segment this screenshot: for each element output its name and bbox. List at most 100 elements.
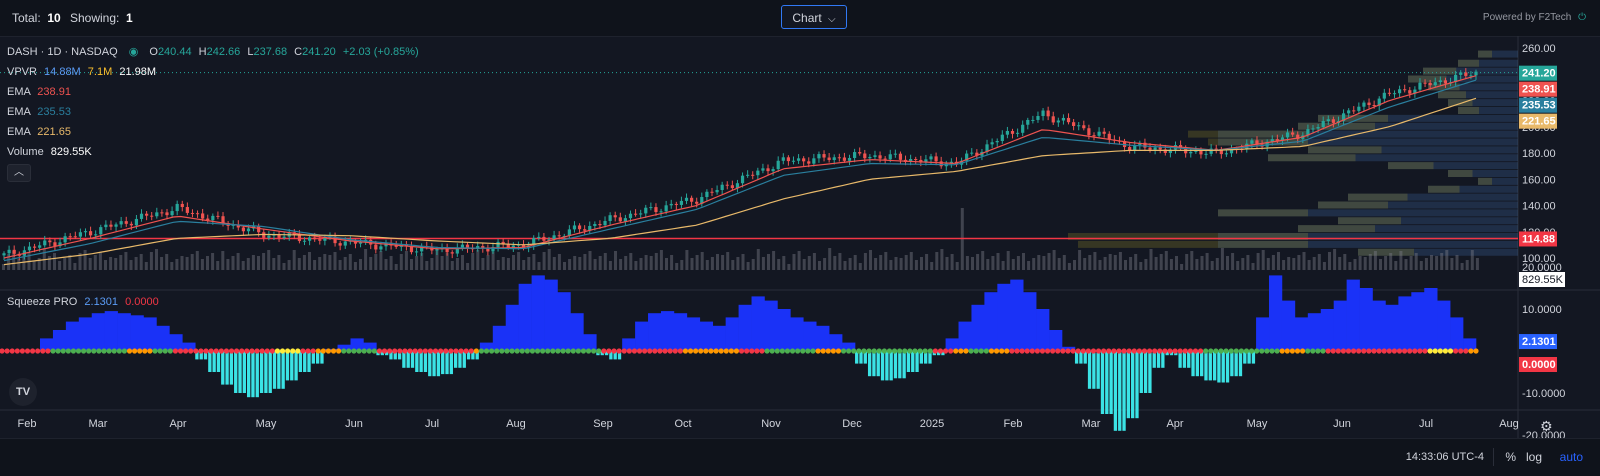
volume-bar	[1414, 253, 1418, 270]
volume-bar	[700, 252, 704, 270]
time-axis-tick: Sep	[593, 418, 613, 430]
vpvr-bar	[1438, 91, 1466, 99]
candle-body	[1285, 132, 1290, 138]
candle-body	[557, 235, 561, 237]
symbol-title[interactable]: DASH · 1D · NASDAQ	[7, 46, 118, 58]
volume-bar	[58, 261, 62, 270]
candle-body	[1133, 145, 1137, 151]
squeeze-dot	[356, 348, 362, 354]
volume-bar	[1205, 253, 1209, 270]
candle-body	[654, 207, 658, 213]
squeeze-dot	[958, 348, 964, 354]
squeeze-dot	[886, 348, 893, 354]
percent-toggle[interactable]: %	[1505, 450, 1516, 464]
volume-bar	[1067, 263, 1071, 270]
volume-bar	[1236, 261, 1240, 270]
squeeze-dot	[81, 348, 87, 354]
open-value: 240.44	[157, 46, 192, 58]
time-axis-tick: Nov	[761, 418, 781, 430]
squeeze-dot	[1315, 348, 1321, 354]
log-toggle[interactable]: log	[1525, 450, 1542, 464]
squeeze-value-label: 2.1301	[1522, 336, 1556, 348]
squeeze-dot	[1116, 348, 1122, 354]
candle-body	[990, 142, 994, 145]
candle-body	[328, 236, 332, 238]
squeeze-axis-tick: -10.0000	[1522, 388, 1565, 400]
squeeze-bar	[1182, 351, 1187, 368]
squeeze-dot	[274, 348, 281, 354]
squeeze-value-1: 2.1301	[84, 296, 119, 308]
candle-body	[1326, 119, 1330, 122]
squeeze-dot	[412, 348, 418, 354]
volume-bar	[838, 253, 842, 270]
squeeze-dot	[652, 348, 658, 354]
candle-body	[796, 158, 801, 161]
squeeze-dot	[866, 348, 872, 354]
volume-bar	[1363, 257, 1367, 270]
squeeze-bar	[225, 351, 229, 385]
squeeze-bar	[384, 351, 389, 356]
squeeze-legend[interactable]: Squeeze PRO 2.1301 0.0000	[7, 296, 159, 308]
squeeze-dot	[948, 348, 954, 354]
candle-body	[1010, 131, 1015, 134]
ema-legend-2[interactable]: EMA 235.53	[7, 106, 71, 118]
squeeze-dot	[402, 348, 408, 354]
candle-body	[532, 238, 536, 246]
candle-body	[1311, 128, 1315, 130]
volume-legend[interactable]: Volume 829.55K	[7, 146, 92, 158]
candle-body	[1372, 105, 1376, 107]
ema-legend-3[interactable]: EMA 221.65	[7, 126, 71, 138]
vpvr-bar	[1218, 240, 1518, 248]
vpvr-legend[interactable]: VPVR 14.88M 7.1M 21.98M	[7, 66, 156, 78]
squeeze-dot	[682, 348, 689, 354]
candle-body	[1107, 133, 1111, 140]
candle-body	[53, 242, 57, 247]
ema-legend-1[interactable]: EMA 238.91	[7, 86, 71, 98]
open-label: O	[149, 46, 158, 58]
candle-body	[1296, 134, 1300, 139]
candle-body	[781, 157, 785, 161]
chart-canvas[interactable]: 260.00240.00220.00200.00180.00160.00140.…	[0, 0, 1600, 438]
volume-bar	[68, 255, 72, 270]
candle-body	[1306, 129, 1310, 136]
squeeze-bar	[1463, 338, 1477, 351]
auto-toggle[interactable]: auto	[1559, 450, 1583, 464]
squeeze-dot	[91, 348, 97, 354]
candle-body	[323, 237, 327, 241]
volume-bar	[1455, 255, 1459, 270]
squeeze-dot	[1177, 348, 1183, 354]
candle-body	[1403, 89, 1407, 91]
squeeze-dot	[830, 348, 836, 354]
squeeze-dot	[1085, 348, 1091, 354]
tradingview-logo[interactable]: TV	[9, 378, 37, 406]
squeeze-dot	[621, 348, 627, 354]
squeeze-dot	[208, 348, 214, 354]
volume-bar	[1379, 259, 1382, 270]
collapse-legend-button[interactable]: ︿	[7, 164, 31, 182]
squeeze-dot	[1243, 348, 1250, 354]
candle-body	[1464, 72, 1468, 76]
squeeze-dot	[1279, 348, 1285, 354]
candle-body	[73, 236, 77, 238]
volume-bar	[1343, 254, 1347, 270]
candle-body	[190, 212, 195, 214]
squeeze-dot	[672, 348, 678, 354]
volume-bar	[144, 262, 148, 270]
time-axis-tick: Aug	[1499, 418, 1519, 430]
power-icon[interactable]: ⏻	[1578, 12, 1586, 23]
volume-bar	[1353, 259, 1357, 270]
volume-bar	[313, 260, 317, 270]
volume-bar	[394, 264, 398, 270]
chart-view-dropdown[interactable]: Chart ⌵	[781, 5, 847, 29]
vpvr-bar	[1298, 122, 1375, 130]
squeeze-dot	[4, 348, 10, 354]
candle-body	[583, 229, 587, 231]
candle-body	[1046, 110, 1050, 117]
squeeze-bar	[911, 351, 915, 372]
candle-body	[1321, 121, 1325, 128]
volume-bar	[812, 253, 816, 270]
settings-gear-icon[interactable]: ⚙	[1540, 418, 1553, 434]
volume-bar	[155, 249, 158, 270]
candle-body	[623, 218, 627, 222]
candle-body	[695, 201, 699, 204]
